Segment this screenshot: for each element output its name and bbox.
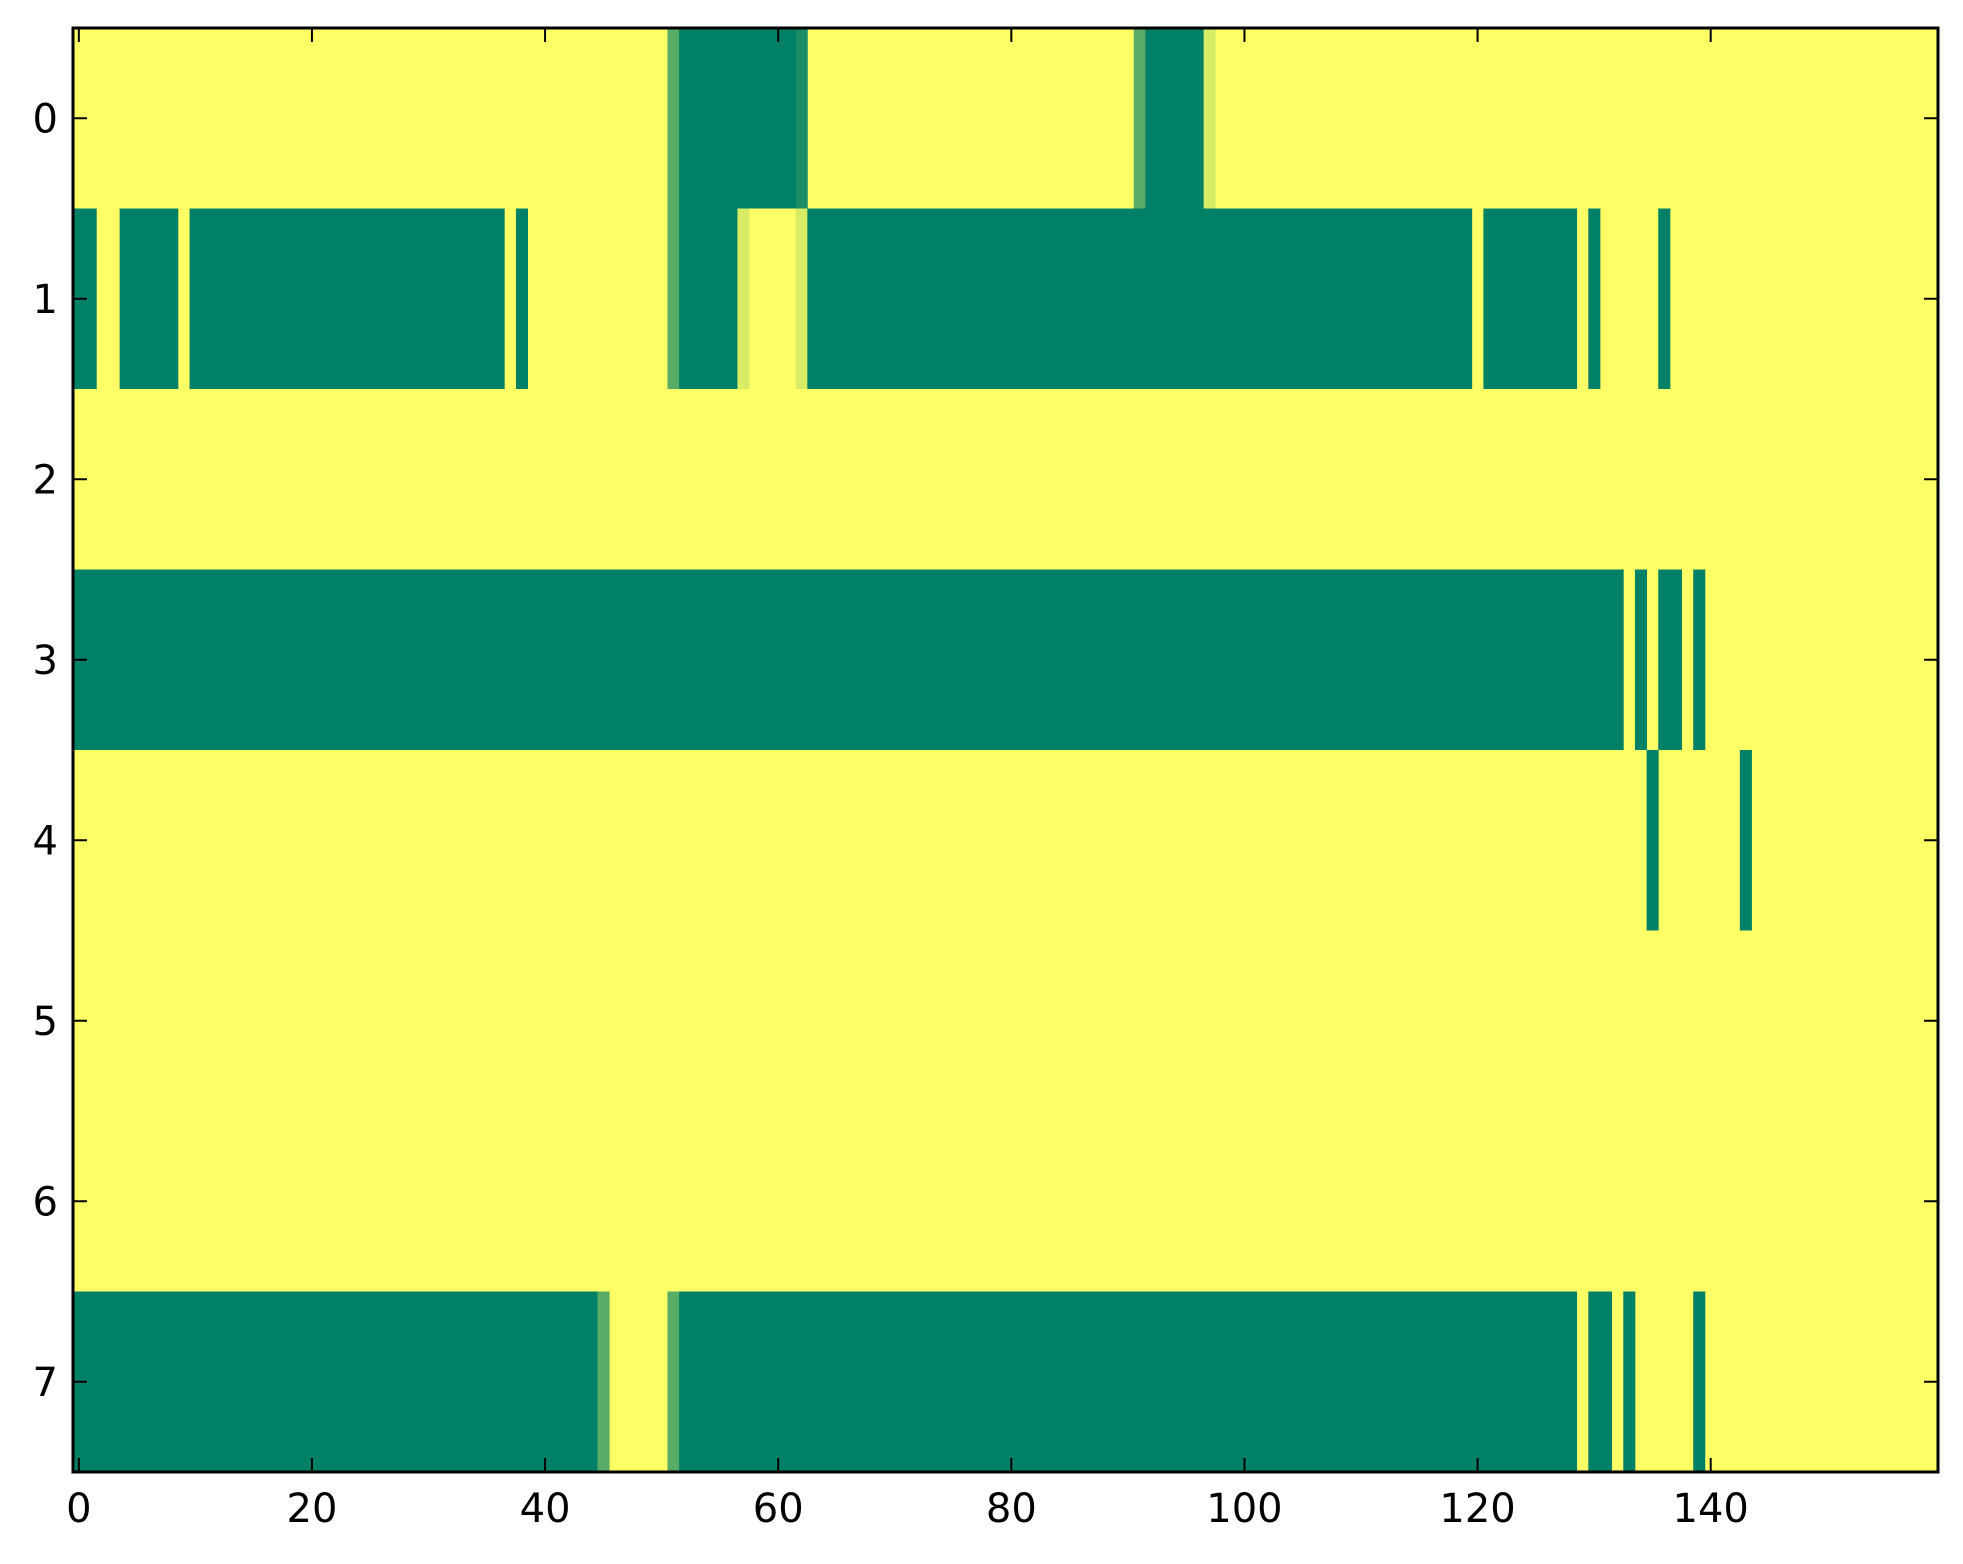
heatmap-cell-run xyxy=(597,1291,610,1472)
x-tick-label: 140 xyxy=(1673,1486,1749,1532)
heatmap-cell-run xyxy=(667,208,680,389)
heatmap-cell-run xyxy=(1588,208,1601,389)
y-tick-label: 2 xyxy=(33,457,58,503)
heatmap-cell-run xyxy=(667,28,680,209)
heatmap-cell-run xyxy=(1658,208,1671,389)
heatmap-cell-run xyxy=(189,208,505,389)
heatmap-cell-run xyxy=(795,208,808,389)
heatmap-cell-run xyxy=(1658,569,1682,750)
heatmap-cell-run xyxy=(737,208,750,389)
axis-ticks xyxy=(73,28,1938,1472)
heatmap-cell-run xyxy=(1145,28,1205,209)
y-tick-labels: 0 1 2 3 4 5 6 7 xyxy=(33,96,58,1406)
x-tick-label: 120 xyxy=(1439,1486,1515,1532)
heatmap-cell-run xyxy=(1133,28,1146,209)
heatmap-cell-run xyxy=(679,28,797,209)
x-tick-label: 40 xyxy=(520,1486,571,1532)
x-tick-label: 100 xyxy=(1206,1486,1282,1532)
heatmap-cell-run xyxy=(515,208,528,389)
heatmap-cell-run xyxy=(119,208,179,389)
heatmap-cell-run xyxy=(73,569,1624,750)
heatmap-cell-run xyxy=(795,28,808,209)
heatmap-cell-run xyxy=(1483,208,1578,389)
y-tick-label: 6 xyxy=(33,1179,58,1225)
heatmap-cell-run xyxy=(679,1291,1578,1472)
heatmap-cell-run xyxy=(73,1291,598,1472)
heatmap-cell-run xyxy=(1646,750,1659,931)
heatmap-cells xyxy=(73,28,1938,1472)
y-tick-label: 1 xyxy=(33,277,58,323)
y-tick-label: 0 xyxy=(33,96,58,142)
heatmap-cell-run xyxy=(1739,750,1752,931)
y-tick-label: 3 xyxy=(33,638,58,684)
x-tick-label: 60 xyxy=(753,1486,804,1532)
x-tick-label: 0 xyxy=(66,1486,91,1532)
heatmap-cell-run xyxy=(679,208,738,389)
y-tick-label: 4 xyxy=(33,818,58,864)
heatmap-cell-run xyxy=(1623,1291,1636,1472)
plot-frame xyxy=(71,26,1940,1474)
heatmap-cell-run xyxy=(1203,28,1216,209)
y-tick-label: 5 xyxy=(33,999,58,1045)
x-tick-label: 80 xyxy=(986,1486,1037,1532)
heatmap-cell-run xyxy=(1634,569,1647,750)
heatmap-cell-run xyxy=(667,1291,680,1472)
heatmap-cell-run xyxy=(1693,569,1706,750)
heatmap-cell-run xyxy=(1588,1291,1613,1472)
heatmap-cell-run xyxy=(807,208,1473,389)
heatmap-cell-run xyxy=(1693,1291,1706,1472)
y-tick-label: 7 xyxy=(33,1360,58,1406)
x-tick-label: 20 xyxy=(287,1486,338,1532)
x-tick-labels: 0 20 40 60 80 100 120 140 xyxy=(66,1486,1749,1532)
